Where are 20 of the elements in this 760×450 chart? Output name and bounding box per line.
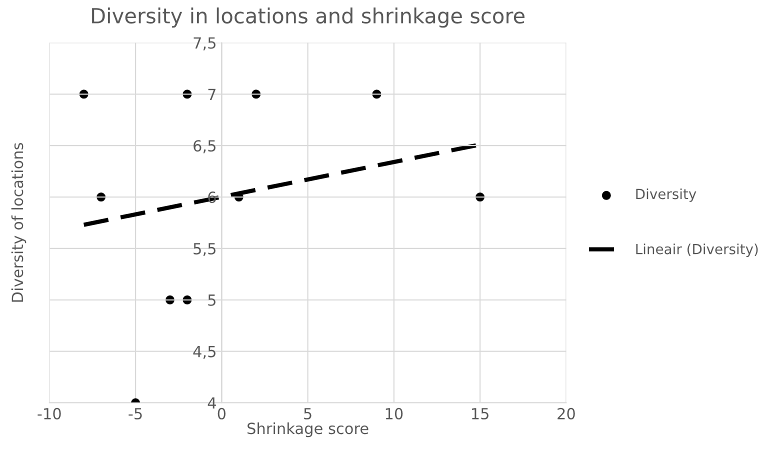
y-tick-label: 6,5	[194, 140, 216, 154]
y-tick-label: 7	[208, 88, 216, 100]
x-tick-label: -10	[38, 408, 61, 420]
y-tick-label: 6	[208, 192, 216, 204]
y-axis-title: Diversity of locations	[11, 143, 26, 302]
y-tick-label: 4	[208, 397, 216, 409]
x-tick-label: 20	[558, 408, 575, 420]
x-axis-title: Shrinkage score	[248, 422, 368, 438]
y-tick-label: 5	[208, 294, 216, 306]
x-tick-label: 0	[218, 408, 226, 420]
x-tick-label: 15	[472, 408, 488, 420]
x-tick-label: -5	[128, 408, 142, 420]
legend-label: Lineair (Diversity)	[636, 244, 758, 258]
y-tick-label: 4,5	[193, 346, 216, 359]
legend-label: Diversity	[636, 188, 696, 202]
x-tick-label: 5	[304, 408, 312, 420]
y-tick-label: 7,5	[194, 37, 216, 50]
x-tick-label: 10	[386, 408, 403, 420]
y-tick-label: 5,5	[194, 243, 216, 256]
chart-title: Diversity in locations and shrinkage score	[92, 7, 524, 28]
